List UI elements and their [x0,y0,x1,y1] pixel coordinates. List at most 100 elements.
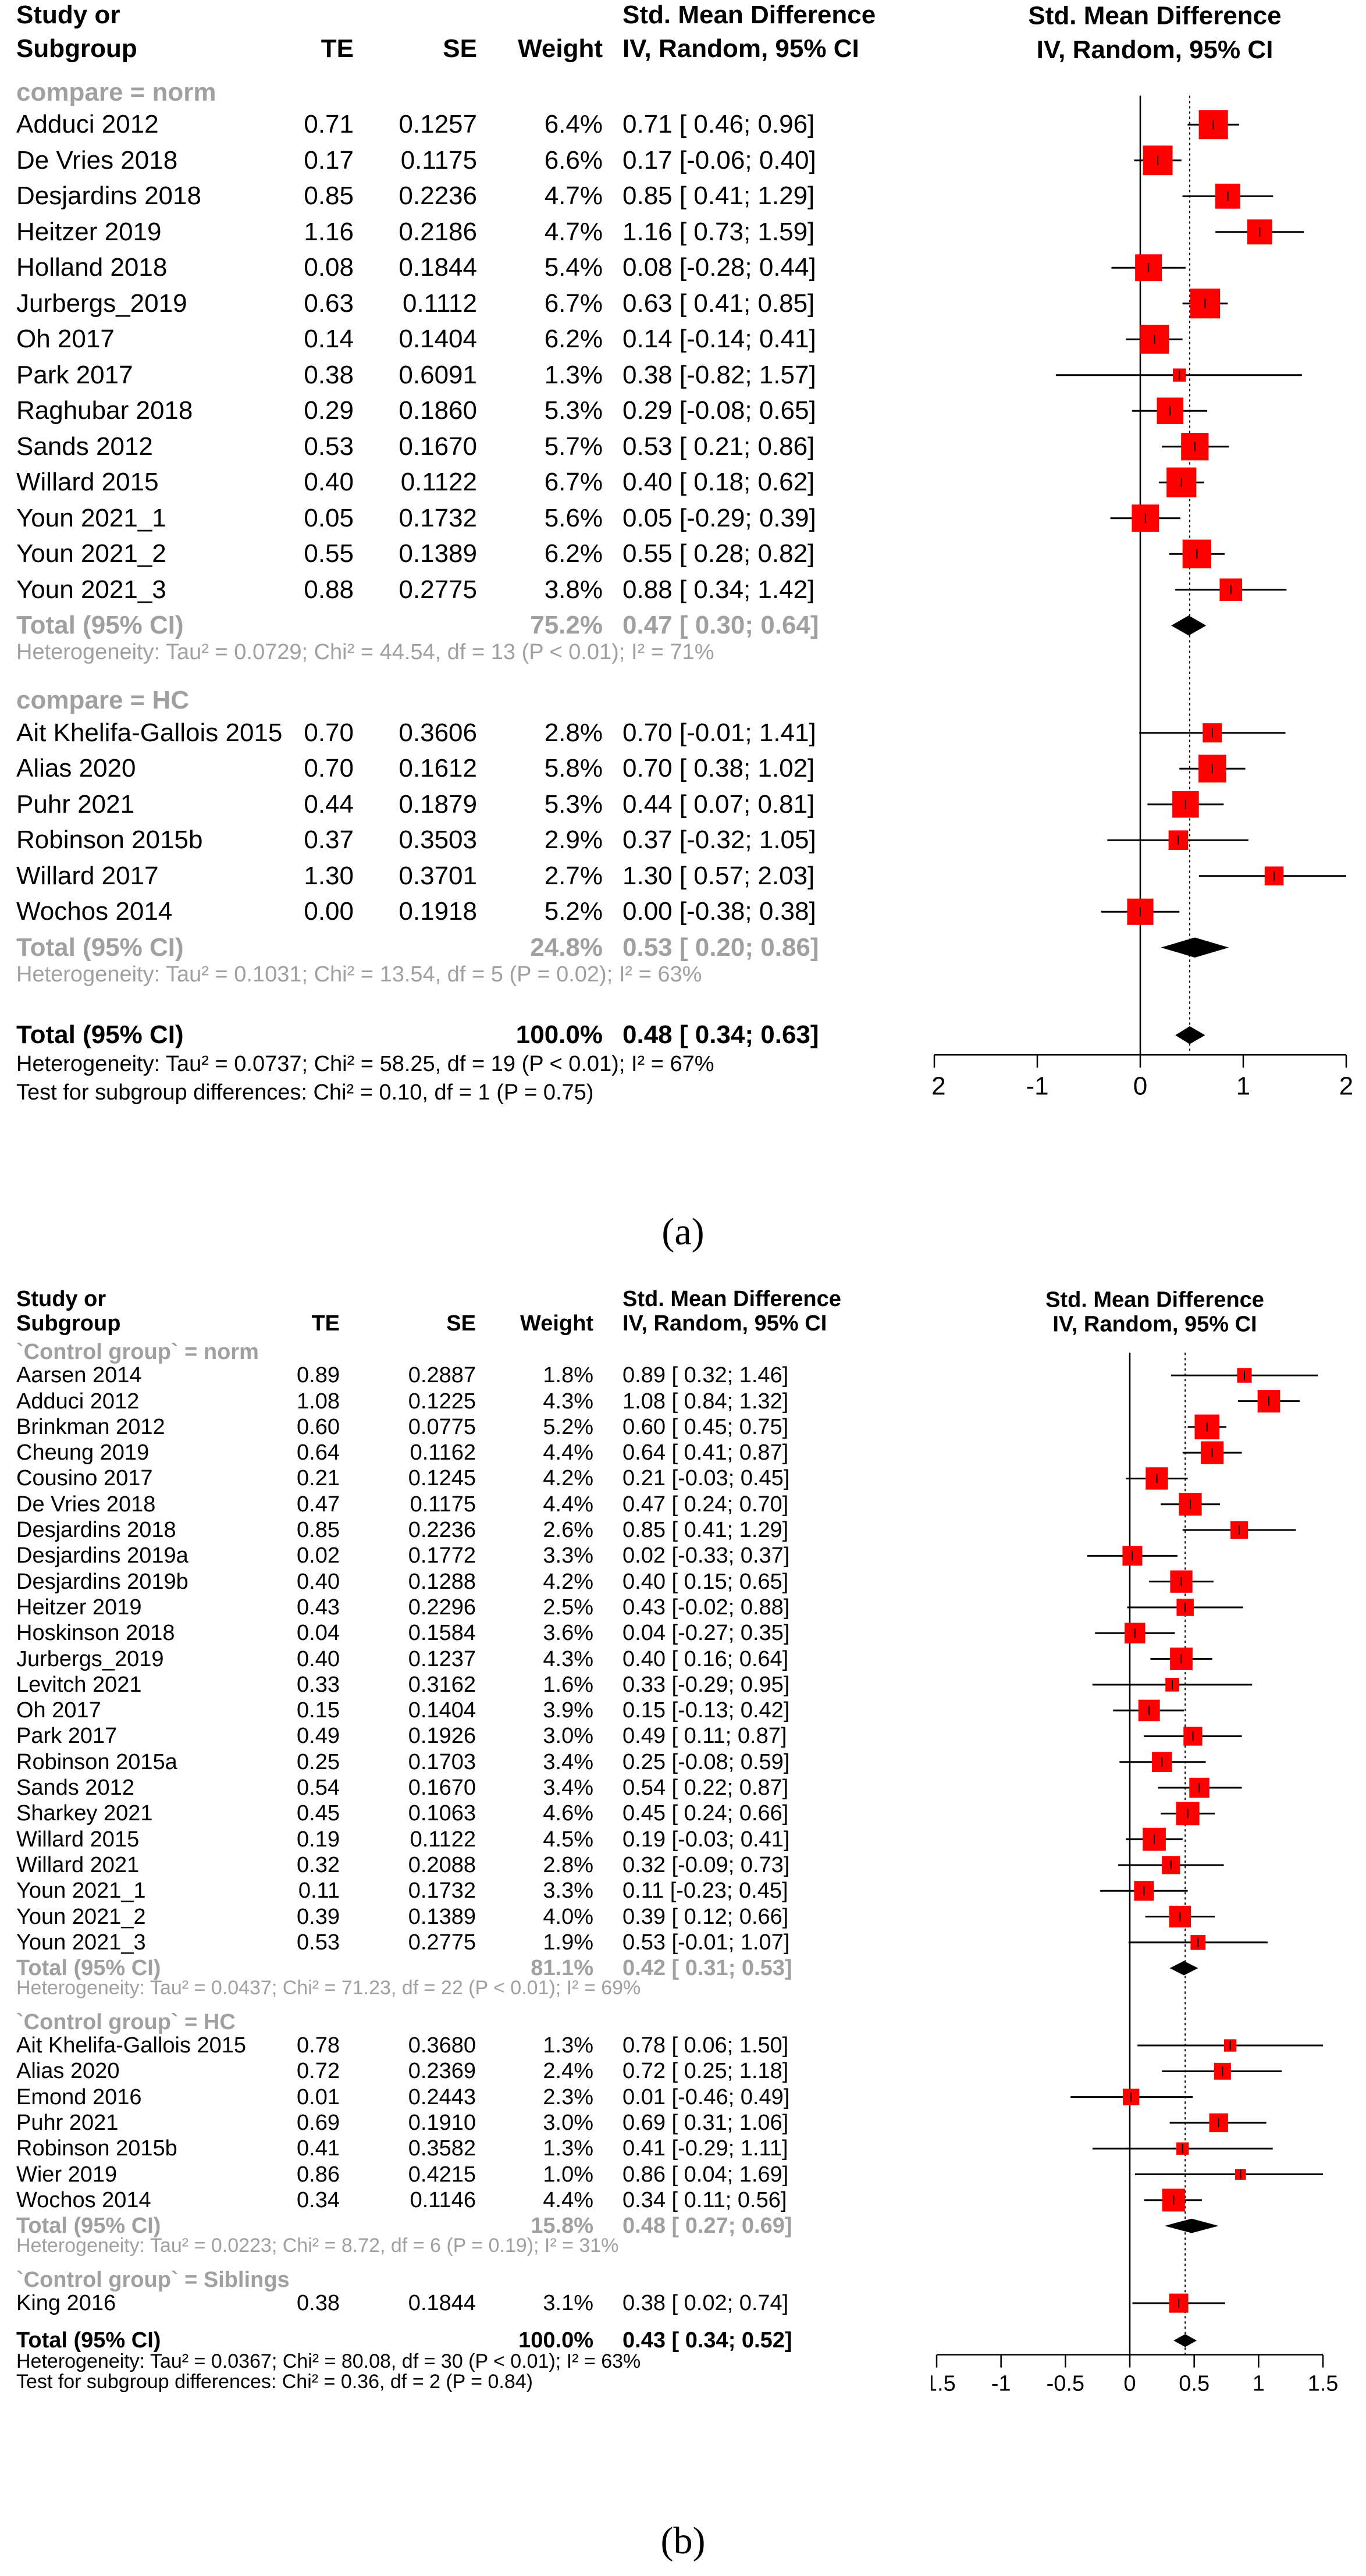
study-se: 0.1146 [410,2187,476,2212]
study-te: 0.37 [304,826,354,855]
study-name: Brinkman 2012 [16,1414,165,1439]
subgroup-total-label: Total (95% CI) [16,2214,161,2239]
study-weight: 2.8% [543,1852,593,1877]
study-weight: 4.4% [543,2187,593,2212]
study-name: Sharkey 2021 [16,1801,153,1826]
subgroup-heterogeneity: Heterogeneity: Tau² = 0.0437; Chi² = 71.… [16,1976,641,1999]
study-weight: 5.3% [544,789,603,819]
study-te: 0.44 [304,789,354,819]
plot-header-method: IV, Random, 95% CI [1052,1312,1257,1336]
overall-total-weight: 100.0% [518,2328,593,2353]
study-name: Oh 2017 [16,1698,101,1723]
study-name: Ait Khelifa-Gallois 2015 [16,718,283,747]
subgroup-total-ci: 0.47 [ 0.30; 0.64] [622,611,819,640]
header-weight: Weight [518,34,603,63]
study-se: 0.1162 [410,1440,476,1465]
study-name: Willard 2015 [16,1827,140,1852]
study-te: 0.43 [297,1595,340,1620]
study-weight: 4.2% [543,1569,593,1594]
study-se: 0.1879 [399,789,477,819]
header-smd: Std. Mean Difference [622,1287,841,1311]
study-weight: 2.5% [543,1595,593,1620]
study-se: 0.2296 [408,1595,476,1620]
study-weight: 3.9% [543,1698,593,1723]
study-te: 0.49 [297,1724,340,1749]
plot-header-method: IV, Random, 95% CI [1037,35,1273,64]
study-ci: 0.54 [ 0.22; 0.87] [622,1776,789,1801]
study-te: 0.33 [297,1672,340,1697]
subgroup-total-ci: 0.42 [ 0.31; 0.53] [622,1956,792,1981]
study-ci: 0.14 [-0.14; 0.41] [622,325,816,354]
study-ci: 0.11 [-0.23; 0.45] [622,1878,788,1903]
study-name: Youn 2021_1 [16,503,166,532]
subgroup-total-ci: 0.53 [ 0.20; 0.86] [622,933,819,962]
subgroup-total-weight: 75.2% [530,611,603,640]
study-ci: 0.89 [ 0.32; 1.46] [622,1363,789,1388]
study-se: 0.1732 [408,1878,476,1903]
study-ci: 0.04 [-0.27; 0.35] [622,1621,790,1646]
study-name: Alias 2020 [16,754,136,783]
study-weight: 4.3% [543,1646,593,1671]
study-weight: 4.4% [543,1440,593,1465]
study-name: Wochos 2014 [16,897,173,926]
study-name: De Vries 2018 [16,1492,156,1517]
study-weight: 4.3% [543,1389,593,1414]
study-te: 0.00 [304,897,354,926]
study-se: 0.1584 [408,1621,476,1646]
study-ci: 0.37 [-0.32; 1.05] [622,826,816,855]
study-te: 0.14 [304,325,354,354]
study-weight: 1.3% [543,2136,593,2161]
study-te: 0.63 [304,289,354,318]
study-ci: 0.85 [ 0.41; 1.29] [622,182,815,211]
study-se: 0.1175 [410,1492,476,1517]
study-name: Levitch 2021 [16,1672,142,1697]
study-se: 0.1918 [399,897,477,926]
study-ci: 0.49 [ 0.11; 0.87] [622,1724,787,1749]
study-te: 0.01 [297,2084,340,2109]
study-name: Desjardins 2018 [16,1518,176,1543]
study-te: 0.08 [304,253,354,282]
study-se: 0.1926 [408,1724,476,1749]
study-name: Cousino 2017 [16,1466,153,1491]
study-te: 0.47 [297,1492,340,1517]
subgroup-difference-test: Test for subgroup differences: Chi² = 0.… [16,2371,533,2393]
study-se: 0.3503 [399,826,477,855]
overall-diamond [1173,2334,1197,2347]
study-se: 0.1703 [408,1749,476,1774]
study-name: Sands 2012 [16,1776,134,1801]
study-name: Oh 2017 [16,325,115,354]
study-ci: 0.60 [ 0.45; 0.75] [622,1414,789,1439]
x-axis-tick-label: 0 [1133,1072,1147,1100]
subgroup-total-label: Total (95% CI) [16,933,184,962]
study-weight: 6.7% [544,468,603,497]
study-te: 0.72 [297,2059,340,2084]
study-weight: 5.3% [544,396,603,425]
study-ci: 0.33 [-0.29; 0.95] [622,1672,790,1697]
study-ci: 0.44 [ 0.07; 0.81] [622,789,815,819]
study-ci: 0.05 [-0.29; 0.39] [622,503,816,532]
study-ci: 0.34 [ 0.11; 0.56] [622,2187,787,2212]
study-name: Sands 2012 [16,432,153,461]
study-name: Alias 2020 [16,2059,120,2084]
subgroup-diamond [1161,937,1229,958]
study-se: 0.3680 [408,2033,476,2058]
study-ci: 0.32 [-0.09; 0.73] [622,1852,790,1877]
study-weight: 2.3% [543,2084,593,2109]
study-se: 0.2775 [399,575,477,604]
study-weight: 6.7% [544,289,603,318]
study-weight: 6.6% [544,145,603,175]
study-te: 0.17 [304,145,354,175]
overall-total-weight: 100.0% [515,1020,603,1049]
study-te: 0.85 [304,182,354,211]
study-ci: 0.29 [-0.08; 0.65] [622,396,816,425]
subgroup-difference-test: Test for subgroup differences: Chi² = 0.… [16,1080,594,1105]
study-se: 0.6091 [399,360,477,389]
study-ci: 0.19 [-0.03; 0.41] [622,1827,790,1852]
study-te: 0.32 [297,1852,340,1877]
study-te: 0.21 [297,1466,340,1491]
plot-header-title: Std. Mean Difference [1045,1287,1264,1312]
study-se: 0.2887 [408,1363,476,1388]
study-ci: 0.01 [-0.46; 0.49] [622,2084,790,2109]
study-weight: 3.4% [543,1776,593,1801]
study-ci: 0.08 [-0.28; 0.44] [622,253,816,282]
